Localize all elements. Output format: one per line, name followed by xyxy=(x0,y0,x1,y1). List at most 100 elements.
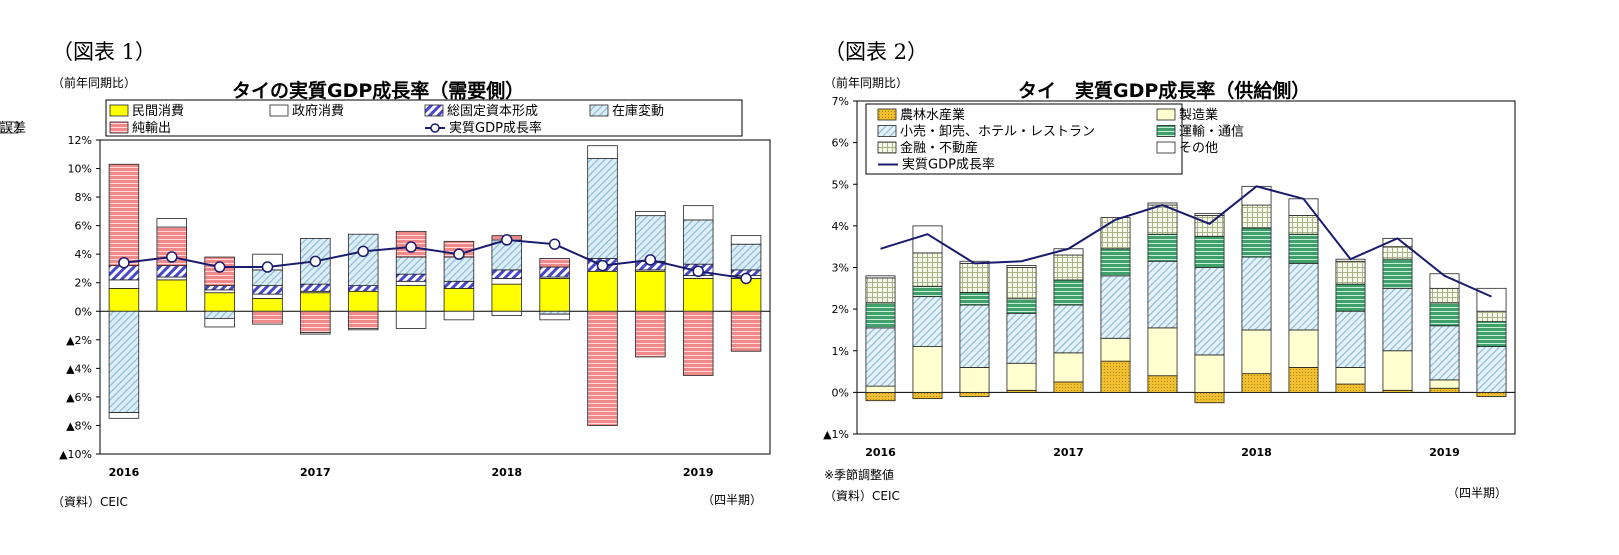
chart2-bar-transport xyxy=(1241,227,1272,258)
chart1-legend-swatch-gfcf xyxy=(424,104,444,117)
chart1-bar-gfcf xyxy=(539,266,570,278)
chart2-bar-transport xyxy=(1053,279,1084,306)
chart2-bar-finance xyxy=(1241,204,1272,229)
chart1-gdp-point xyxy=(261,261,274,273)
chart1-legend-line-marker xyxy=(430,123,440,133)
chart2-bar-others xyxy=(1194,212,1225,216)
chart2-ytick-label: 4% xyxy=(832,220,849,233)
chart1-bar-discrepancy xyxy=(204,318,235,328)
chart2-bar-agri xyxy=(1147,375,1178,393)
chart1-source: （資料）CEIC xyxy=(52,495,128,509)
chart2-ytick-label: 5% xyxy=(832,178,849,191)
chart2-bar-others xyxy=(1429,273,1460,289)
chart2-xlabel: （四半期） xyxy=(1447,486,1508,500)
chart2-bar-finance xyxy=(1335,260,1366,285)
chart2-bar-agri xyxy=(959,391,990,397)
chart1-ytick-label: ▲8% xyxy=(66,419,92,432)
chart1-gdp-point xyxy=(740,272,752,285)
chart1-legend-swatch-netexports xyxy=(109,121,129,134)
chart2-bar-retail xyxy=(1147,260,1178,329)
chart2-bar-agri xyxy=(912,391,943,400)
chart2-bar-manuf xyxy=(1006,362,1037,391)
chart2-bar-finance xyxy=(1006,267,1037,300)
chart1-bar-inventory xyxy=(204,310,235,319)
chart2-bar-transport xyxy=(1288,233,1319,264)
chart1-gdp-point xyxy=(357,245,369,258)
chart2-bar-retail xyxy=(1382,287,1413,352)
chart1-bar-gov xyxy=(108,279,140,289)
chart1-legend-swatch-gov xyxy=(269,104,289,117)
chart2-bar-transport xyxy=(1429,302,1460,327)
chart2-bar-manuf xyxy=(865,385,896,393)
chart2-ytick-label: ▲1% xyxy=(823,428,849,441)
chart1-bar-netexports xyxy=(252,310,283,325)
chart1-bar-netexports xyxy=(300,310,331,334)
chart2-source: （資料）CEIC xyxy=(824,489,900,503)
chart2-title: タイ 実質GDP成長率（供給側） xyxy=(1018,80,1311,102)
chart1-bar-discrepancy xyxy=(587,145,618,159)
chart2-note: ※季節調整値 xyxy=(824,468,895,482)
chart1-bar-discrepancy xyxy=(108,412,140,419)
chart1-year-label: 2019 xyxy=(683,466,714,479)
chart1-bar-private xyxy=(108,288,140,312)
chart1-bar-private xyxy=(635,270,666,312)
chart2-bar-manuf xyxy=(1194,354,1225,393)
chart1-year-label: 2018 xyxy=(491,466,522,479)
chart2-bar-agri xyxy=(1476,391,1507,397)
chart2-year-label: 2019 xyxy=(1429,446,1460,459)
chart1-ytick-label: ▲2% xyxy=(66,334,92,347)
chart1-bar-netexports xyxy=(347,310,379,329)
chart1-bar-inventory xyxy=(587,158,618,259)
chart1-bar-gov xyxy=(156,276,188,281)
chart2-legend-label-line: 実質GDP成長率 xyxy=(902,157,995,173)
chart1-ytick-label: 12% xyxy=(68,134,92,147)
chart2-bar-transport xyxy=(1335,283,1366,312)
chart1-bar-gov xyxy=(204,289,235,294)
chart1-bar-gfcf xyxy=(300,283,331,292)
chart1-bar-discrepancy xyxy=(300,332,331,335)
chart2-bar-manuf xyxy=(1147,327,1178,377)
chart2-bar-finance xyxy=(1194,215,1225,237)
chart2-bar-finance xyxy=(1288,215,1319,235)
chart1-bar-private xyxy=(252,298,283,312)
chart2-bar-finance xyxy=(1100,217,1131,250)
chart1-legend-swatch-private xyxy=(109,104,129,117)
chart1-bar-netexports xyxy=(108,163,140,267)
chart1-bar-private xyxy=(587,270,618,312)
chart2-ytick-label: 2% xyxy=(832,303,849,316)
chart1-bar-gfcf xyxy=(156,265,188,278)
chart2-legend-label-others: その他 xyxy=(1179,141,1218,156)
chart1-bar-private xyxy=(443,288,475,312)
chart2-bar-agri xyxy=(865,391,896,402)
chart2-bar-agri xyxy=(1335,383,1366,393)
chart1-gdp-point xyxy=(213,261,226,273)
chart1-bar-private xyxy=(204,292,235,312)
chart2-year-label: 2016 xyxy=(865,446,896,459)
chart1-bar-discrepancy xyxy=(682,205,714,221)
chart2-legend-swatch-manuf xyxy=(1156,108,1176,121)
chart2-bar-agri xyxy=(1429,387,1460,393)
chart2-legend-box xyxy=(865,103,1183,175)
chart1-gdp-point xyxy=(692,265,704,278)
chart2-bar-agri xyxy=(1100,360,1131,393)
chart2-bar-transport xyxy=(1006,298,1037,314)
chart1-legend-label-netexports: 純輸出 xyxy=(132,121,171,136)
chart1-bar-private xyxy=(300,292,331,312)
chart1-bar-gov xyxy=(252,293,283,299)
chart2-ytick-label: 3% xyxy=(832,262,849,275)
chart1-legend-label-gfcf: 総固定資本形成 xyxy=(447,104,538,119)
chart1-bar-discrepancy xyxy=(443,310,475,321)
chart2-legend-label-manuf: 製造業 xyxy=(1179,107,1218,123)
chart2-bar-retail xyxy=(1476,346,1507,393)
chart2-bar-finance xyxy=(959,262,990,293)
chart1-bar-netexports xyxy=(635,310,666,358)
chart1-legend-swatch-discrepancy xyxy=(0,121,19,134)
chart1-legend-label-inventory: 在庫変動 xyxy=(612,103,664,119)
chart1-gdp-point xyxy=(501,234,513,246)
chart1-bar-private xyxy=(682,278,714,312)
chart2-legend-swatch-agri xyxy=(877,108,897,121)
chart1-legend-label-discrepancy: 誤差 xyxy=(0,120,26,136)
chart2-bar-retail xyxy=(865,327,896,387)
chart2-ytick-label: 1% xyxy=(832,345,849,358)
